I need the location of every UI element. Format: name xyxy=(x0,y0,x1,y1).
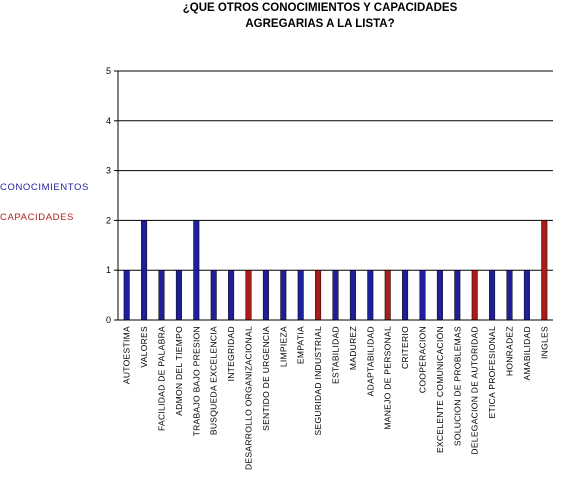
bar-honradez xyxy=(506,269,513,321)
bar-ingles xyxy=(541,220,548,321)
x-label-estabilidad: ESTABILIDAD xyxy=(331,326,341,384)
x-label-limpieza: LIMPIEZA xyxy=(278,326,288,367)
bar-etica-profesional xyxy=(489,269,496,321)
bar-sentido-de-urgencia xyxy=(262,269,269,321)
bar-criterio xyxy=(402,269,409,321)
x-label-autoestima: AUTOESTIMA xyxy=(122,326,132,384)
x-label-criterio: CRITERIO xyxy=(400,326,410,369)
y-tick-label-3: 3 xyxy=(106,166,111,176)
x-label-delegacion-de-autoridad: DELEGACION DE AUTORIDAD xyxy=(470,326,480,455)
bar-amabilidad xyxy=(523,269,530,321)
x-label-excelente-comunicaci-n: EXCELENTE COMUNICACIÓN xyxy=(435,326,445,453)
x-label-cooperacion: COOPERACION xyxy=(418,326,428,393)
x-label-trabajo-bajo-presion: TRABAJO BAJO PRESION xyxy=(191,326,201,436)
bar-facilidad-de-palabra xyxy=(158,269,165,321)
bar-integridad xyxy=(228,269,235,321)
bar-empatia xyxy=(297,269,304,321)
bar-excelente-comunicaci-n xyxy=(436,269,443,321)
legend-conocimientos: CONOCIMIENTOS xyxy=(0,182,89,193)
x-label-admon-del-tiempo: ADMON DEL TIEMPO xyxy=(174,326,184,416)
x-label-ingles: INGLES xyxy=(539,326,549,359)
bar-seguridad-industrial xyxy=(315,269,322,321)
x-label-seguridad-industrial: SEGURIDAD INDUSTRIAL xyxy=(313,326,323,435)
x-label-etica-profesional: ETICA PROFESIONAL xyxy=(487,326,497,418)
bar-madurez xyxy=(349,269,356,321)
gridlines xyxy=(118,70,553,271)
y-tick-label-4: 4 xyxy=(106,116,111,126)
bar-adaptabilidad xyxy=(367,269,374,321)
x-label-empatia: EMPATIA xyxy=(296,326,306,364)
x-label-honradez: HONRADEZ xyxy=(505,326,515,376)
bar-trabajo-bajo-presion xyxy=(193,220,200,321)
y-tick-label-0: 0 xyxy=(106,315,111,325)
x-label-facilidad-de-palabra: FACILIDAD DE PALABRA xyxy=(157,326,167,431)
x-label-busqueda-excelencia: BUSQUEDA EXCELENCIA xyxy=(209,326,219,435)
y-tick-label-1: 1 xyxy=(106,265,111,275)
y-tick-label-5: 5 xyxy=(106,66,111,76)
bar-manejo-de-personal xyxy=(384,269,391,321)
x-label-sentido-de-urgencia: SENTIDO DE URGENCIA xyxy=(261,326,271,431)
legend-capacidades: CAPACIDADES xyxy=(0,212,74,223)
bar-limpieza xyxy=(280,269,287,321)
x-label-valores: VALORES xyxy=(139,326,149,368)
x-axis-labels: AUTOESTIMA VALORES FACILIDAD DE PALABRA ADM… xyxy=(122,326,550,470)
bar-autoestima xyxy=(123,269,130,321)
bar-busqueda-excelencia xyxy=(210,269,217,321)
axes xyxy=(117,71,553,321)
y-tick-label-2: 2 xyxy=(106,215,111,225)
chart-title-line-2: AGREGARIAS A LA LISTA? xyxy=(245,18,394,30)
x-label-amabilidad: AMABILIDAD xyxy=(522,326,532,381)
x-label-solucion-de-problemas: SOLUCION DE PROBLEMAS xyxy=(452,326,462,446)
x-label-manejo-de-personal: MANEJO DE PERSONAL xyxy=(383,326,393,430)
x-label-desarrollo-organizacional: DESARROLLO ORGANIZACIONAL xyxy=(244,326,254,470)
bar-delegacion-de-autoridad xyxy=(471,269,478,321)
bar-solucion-de-problemas xyxy=(454,269,461,321)
y-axis-ticks: 0 1 2 3 4 5 xyxy=(106,66,118,325)
bar-estabilidad xyxy=(332,269,339,321)
x-label-integridad: INTEGRIDAD xyxy=(226,326,236,381)
bar-valores xyxy=(141,220,148,321)
bar-cooperacion xyxy=(419,269,426,321)
x-label-madurez: MADUREZ xyxy=(348,326,358,370)
x-label-adaptabilidad: ADAPTABILIDAD xyxy=(365,326,375,396)
chart-title-line-1: ¿QUE OTROS CONOCIMIENTOS Y CAPACIDADES xyxy=(183,2,458,14)
bar-admon-del-tiempo xyxy=(175,269,182,321)
bar-desarrollo-organizacional xyxy=(245,269,252,321)
